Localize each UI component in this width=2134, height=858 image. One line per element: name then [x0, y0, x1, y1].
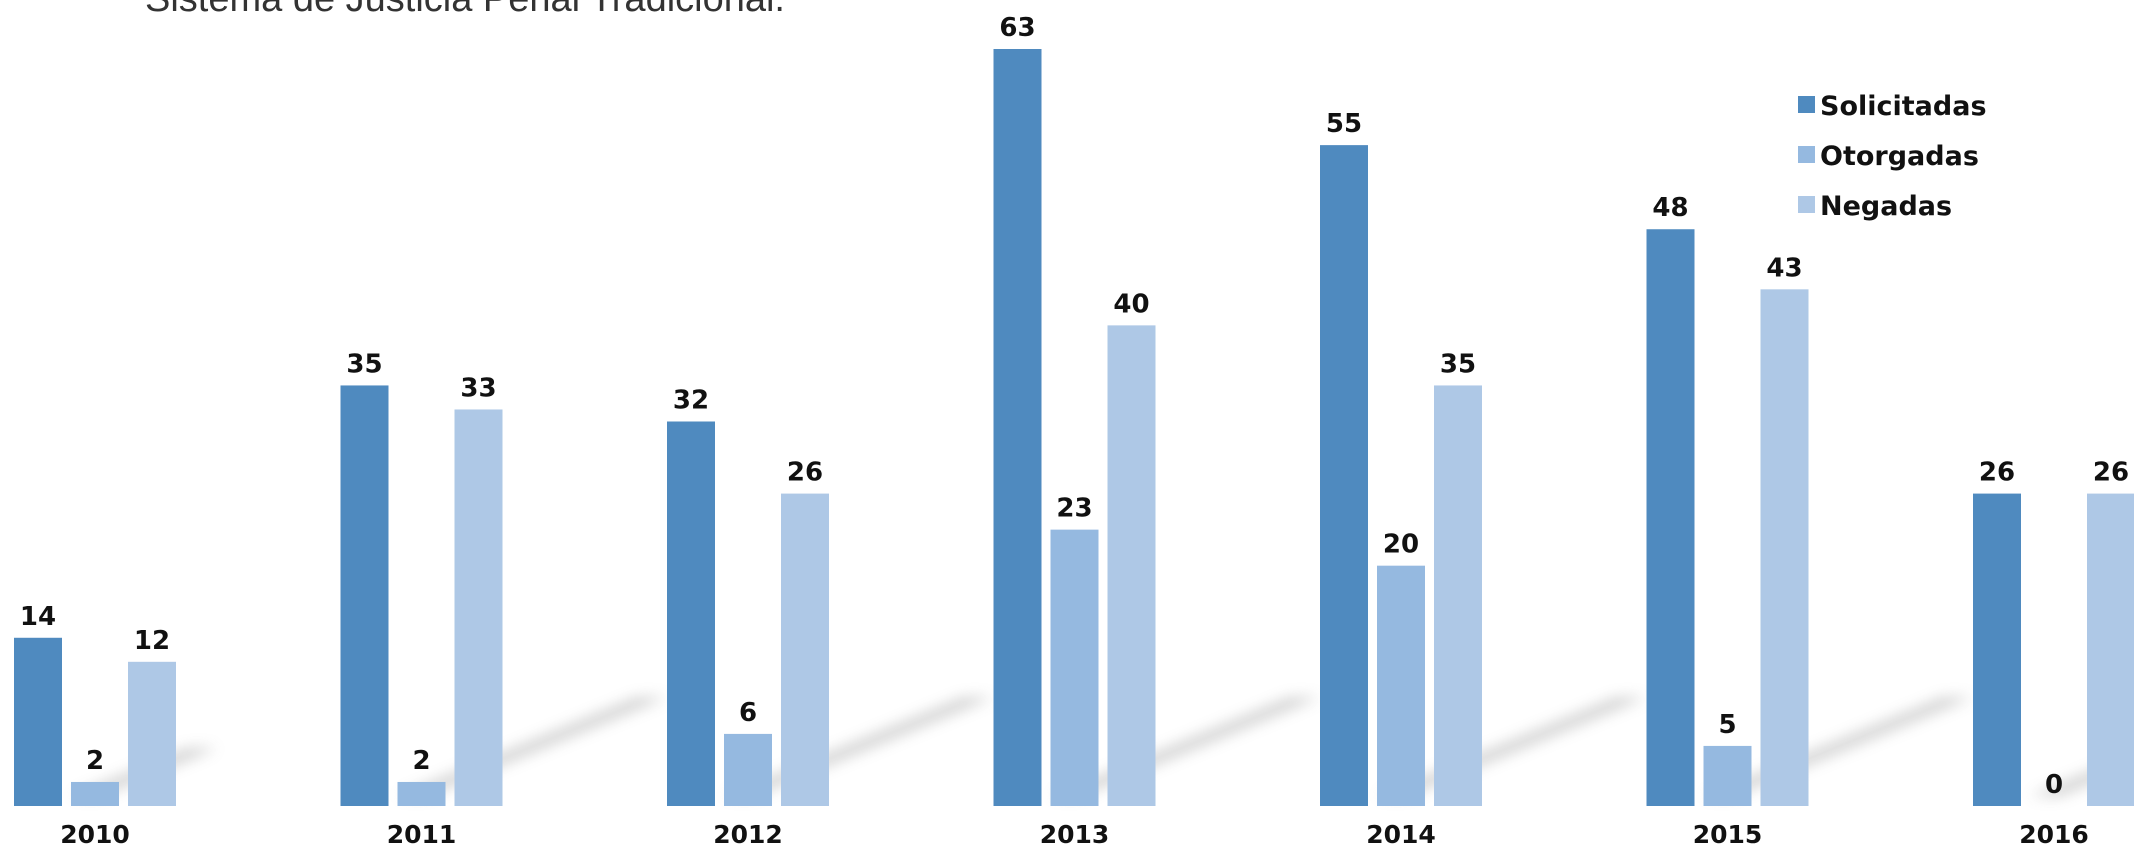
data-label: 23: [1056, 494, 1092, 524]
data-label: 2: [412, 746, 430, 776]
bar-negadas-2014: [1434, 385, 1482, 806]
legend-label-negadas: Negadas: [1820, 191, 1952, 222]
bar-solicitadas-2011: [340, 385, 389, 806]
bar-otorgadas-2014: [1377, 565, 1425, 806]
data-label: 20: [1383, 530, 1419, 560]
data-label: 43: [1766, 253, 1802, 283]
data-label: 5: [1718, 710, 1736, 740]
bar-solicitadas-2016: [1973, 493, 2021, 806]
category-label: 2011: [387, 820, 457, 849]
bar-otorgadas-2011: [397, 781, 446, 806]
data-label: 33: [460, 373, 496, 403]
bar-shadow: [2030, 753, 2134, 796]
bar-negadas-2013: [1107, 325, 1156, 806]
bars: [14, 49, 2134, 807]
bar-negadas-2011: [454, 409, 503, 806]
data-label: 63: [999, 13, 1035, 43]
category-label: 2013: [1040, 820, 1110, 849]
bar-solicitadas-2014: [1320, 145, 1368, 807]
category-axis: 2010 2011 2012 2013 2014 2015 2016: [60, 820, 2089, 849]
category-label: 2014: [1366, 820, 1436, 849]
data-label: 48: [1652, 193, 1688, 223]
data-label: 26: [1979, 458, 2015, 488]
bar-solicitadas-2010: [14, 637, 62, 806]
bar-negadas-2012: [781, 493, 829, 806]
data-label: 12: [134, 626, 170, 656]
bar-otorgadas-2015: [1703, 745, 1752, 806]
category-label: 2016: [2019, 820, 2089, 849]
category-label: 2012: [713, 820, 783, 849]
data-label: 32: [673, 385, 709, 415]
bar-negadas-2015: [1760, 289, 1809, 806]
data-label: 35: [346, 349, 382, 379]
bar-solicitadas-2012: [667, 421, 715, 806]
bar-shadow: [397, 697, 667, 796]
data-label: 35: [1440, 349, 1476, 379]
data-label: 55: [1326, 109, 1362, 139]
legend-label-otorgadas: Otorgadas: [1820, 141, 1979, 172]
data-label: 26: [2093, 458, 2129, 488]
data-label: 2: [86, 746, 104, 776]
bar-otorgadas-2013: [1050, 529, 1099, 806]
legend-swatch-otorgadas: [1798, 146, 1815, 163]
data-label: 0: [2045, 770, 2063, 800]
data-label: 26: [787, 458, 823, 488]
data-label: 40: [1113, 289, 1149, 319]
legend-label-solicitadas: Solicitadas: [1820, 91, 1987, 122]
legend-swatch-solicitadas: [1798, 96, 1815, 113]
bar-negadas-2016: [2087, 493, 2134, 806]
data-label: 6: [739, 698, 757, 728]
legend: Solicitadas Otorgadas Negadas: [1798, 91, 1987, 222]
bar-negadas-2010: [128, 661, 176, 806]
category-label: 2015: [1693, 820, 1763, 849]
data-labels: 14 2 12 35 2 33 32 6 26 63 23 40 55 20 35 48 5 43 26 0 26: [20, 13, 2129, 800]
category-label: 2010: [60, 820, 130, 849]
bar-otorgadas-2010: [71, 781, 119, 806]
bar-solicitadas-2015: [1646, 229, 1695, 806]
bar-otorgadas-2012: [724, 733, 772, 806]
chart-title: Sistema de Justicia Penal Tradicional.: [145, 0, 785, 21]
legend-swatch-negadas: [1798, 196, 1815, 213]
data-label: 14: [20, 602, 56, 632]
bar-solicitadas-2013: [993, 49, 1042, 806]
